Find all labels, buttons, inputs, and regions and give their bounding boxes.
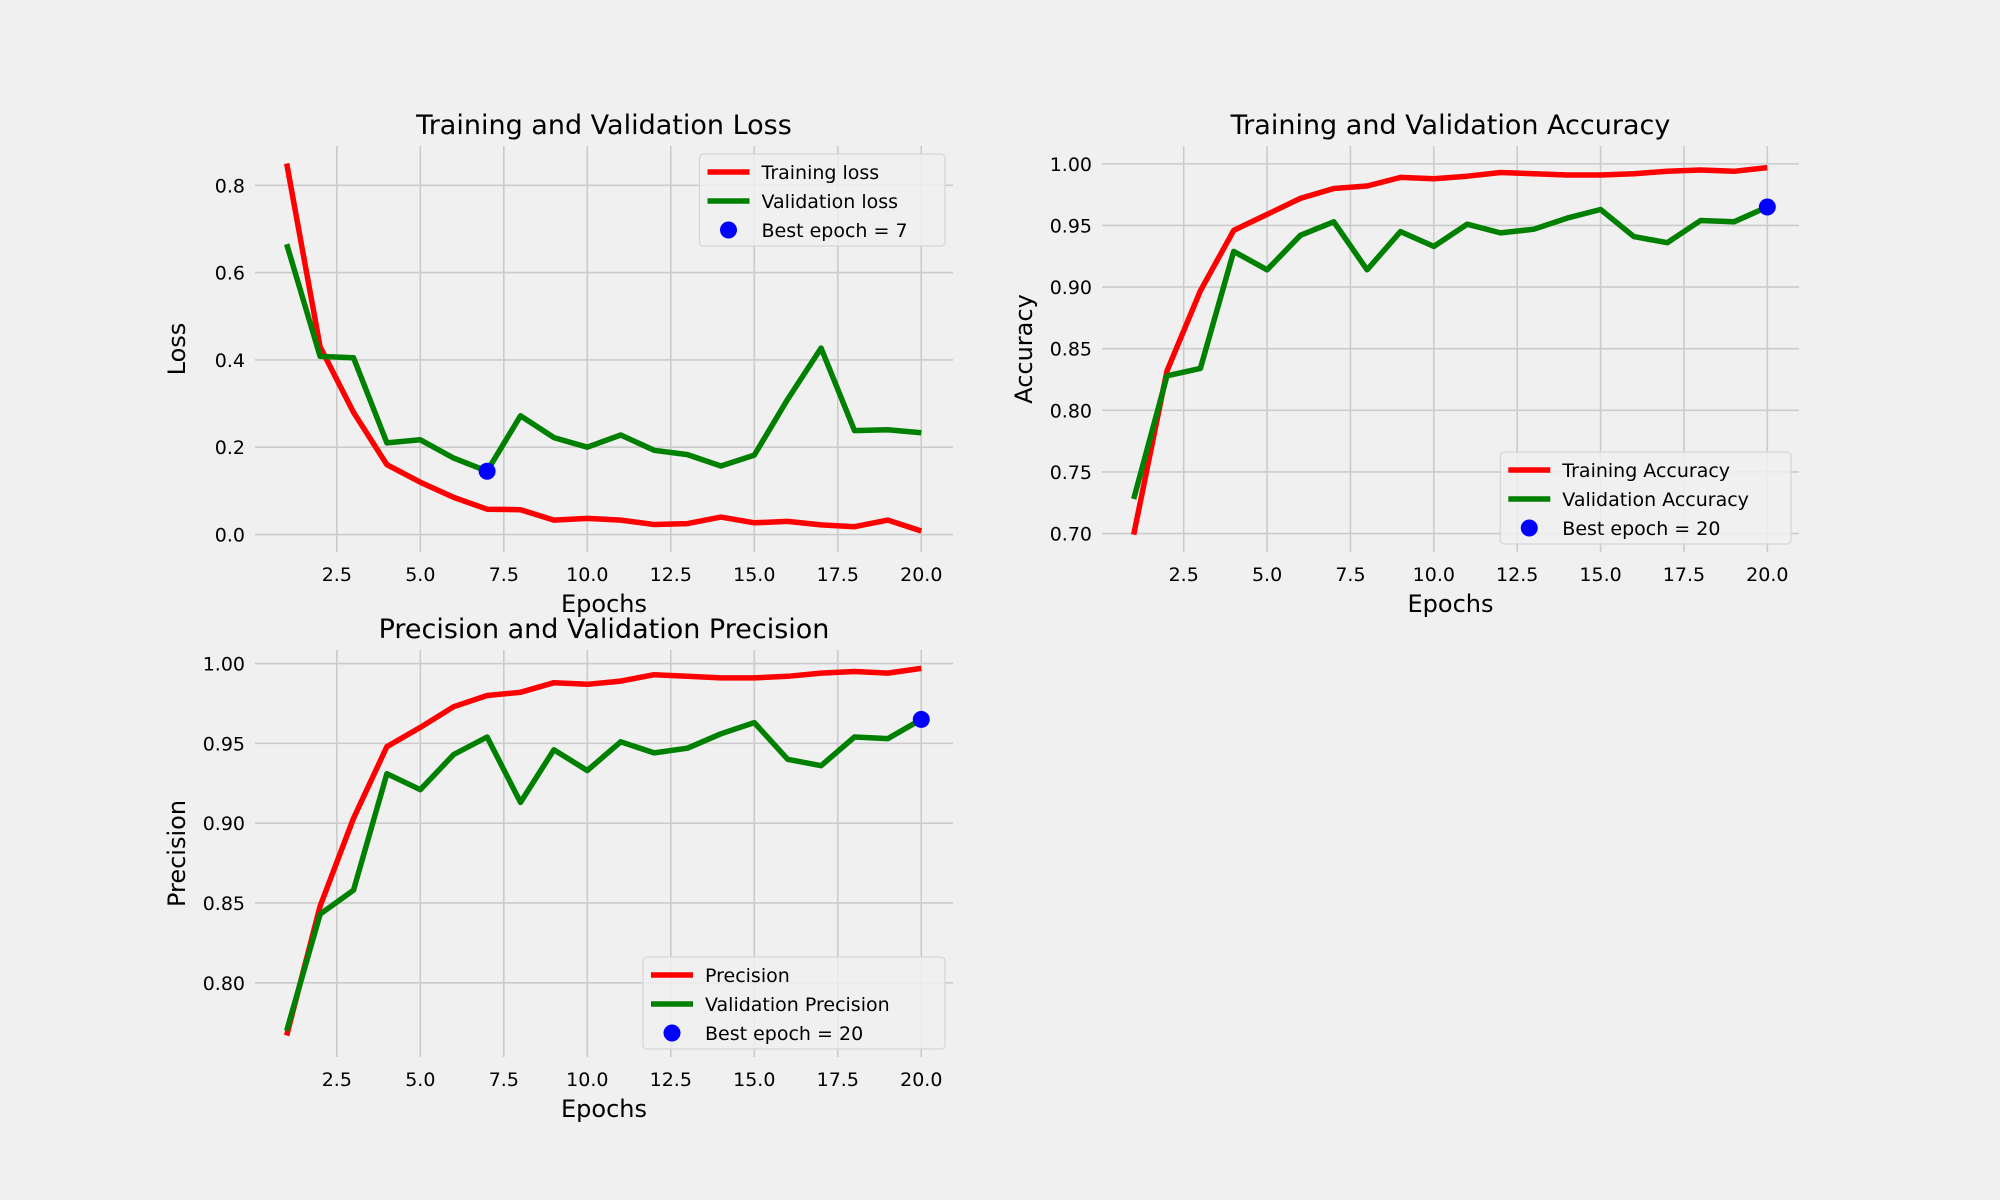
x-tick-label: 17.5 <box>817 564 859 586</box>
series-line-1 <box>1131 204 1769 500</box>
legend-label: Validation Precision <box>705 994 890 1016</box>
y-axis-label: Loss <box>163 323 191 376</box>
x-tick-label: 20.0 <box>900 1069 942 1091</box>
x-tick-label: 2.5 <box>322 1069 352 1091</box>
y-tick-label: 0.95 <box>1050 215 1092 237</box>
x-tick-label: 20.0 <box>900 564 942 586</box>
x-tick-label: 5.0 <box>1252 564 1282 586</box>
legend: Training loss Validation loss Best epoch =… <box>698 153 946 247</box>
y-tick-label: 0.8 <box>215 175 245 197</box>
x-tick-label: 20.0 <box>1746 564 1788 586</box>
best-epoch-point <box>1758 198 1776 216</box>
x-axis-label: Epochs <box>1408 590 1494 618</box>
legend: Precision Validation Precision Best epoch … <box>642 956 946 1050</box>
x-tick-label: 2.5 <box>322 564 352 586</box>
x-tick-label: 10.0 <box>566 564 608 586</box>
chart-title: Training and Validation Loss <box>415 110 792 141</box>
x-tick-label: 12.5 <box>650 564 692 586</box>
y-axis-label: Accuracy <box>1010 294 1038 404</box>
x-tick-label: 7.5 <box>489 564 519 586</box>
y-tick-label: 0.75 <box>1050 462 1092 484</box>
chart-title: Training and Validation Accuracy <box>1230 110 1671 141</box>
y-tick-label: 0.80 <box>203 973 245 995</box>
legend-frame <box>642 956 946 1050</box>
series-line-1 <box>284 243 922 474</box>
x-tick-label: 17.5 <box>817 1069 859 1091</box>
series-line-0 <box>1131 164 1768 536</box>
legend-label: Validation loss <box>762 191 899 213</box>
legend-label: Training loss <box>761 162 880 184</box>
x-tick-label: 12.5 <box>650 1069 692 1091</box>
legend-best-marker <box>720 221 737 239</box>
legend-label: Validation Accuracy <box>1562 489 1749 511</box>
x-tick-label: 5.0 <box>405 1069 435 1091</box>
y-tick-label: 0.2 <box>215 437 245 459</box>
x-tick-label: 15.0 <box>1579 564 1621 586</box>
x-tick-label: 12.5 <box>1496 564 1538 586</box>
x-tick-label: 10.0 <box>566 1069 608 1091</box>
precision-chart: 2.5 5.0 7.5 10.0 12.5 15.0 17.5 20.0 0.80 0.85 0.9… <box>163 614 953 1123</box>
x-axis-label: Epochs <box>561 1095 647 1123</box>
best-epoch-point <box>478 462 496 480</box>
y-tick-label: 0.85 <box>203 893 245 915</box>
x-tick-label: 15.0 <box>733 1069 775 1091</box>
series-line-0 <box>284 665 922 1037</box>
x-tick-label: 17.5 <box>1663 564 1705 586</box>
chart-title: Precision and Validation Precision <box>379 614 830 645</box>
legend-label: Best epoch = 20 <box>1562 518 1720 540</box>
series-line-1 <box>284 717 923 1032</box>
y-tick-label: 0.4 <box>215 350 245 372</box>
loss-chart: 2.5 5.0 7.5 10.0 12.5 15.0 17.5 20.0 0.0 0.2 0.4 0.… <box>163 110 953 618</box>
series-line-0 <box>283 163 923 534</box>
legend-best-marker <box>1520 519 1538 537</box>
y-axis-label: Precision <box>163 800 191 907</box>
y-tick-label: 0.95 <box>203 733 245 755</box>
legend: Training Accuracy Validation Accuracy Best… <box>1499 451 1792 545</box>
x-tick-label: 5.0 <box>405 564 435 586</box>
y-tick-label: 0.90 <box>1050 277 1092 299</box>
legend-frame <box>698 153 946 247</box>
x-tick-label: 10.0 <box>1413 564 1455 586</box>
x-tick-label: 15.0 <box>733 564 775 586</box>
y-tick-label: 0.0 <box>215 525 245 547</box>
y-tick-label: 0.70 <box>1050 524 1092 546</box>
legend-best-marker <box>663 1024 681 1042</box>
y-tick-label: 1.00 <box>1050 154 1092 176</box>
y-tick-label: 1.00 <box>203 654 245 676</box>
legend-label: Best epoch = 20 <box>705 1023 863 1045</box>
y-tick-label: 0.90 <box>203 813 245 835</box>
best-epoch-point <box>912 710 930 728</box>
x-tick-label: 7.5 <box>1335 564 1365 586</box>
x-tick-label: 2.5 <box>1169 564 1199 586</box>
y-tick-label: 0.6 <box>215 263 245 285</box>
legend-frame <box>1499 451 1792 545</box>
legend-label: Best epoch = 7 <box>762 220 908 242</box>
y-tick-label: 0.85 <box>1050 339 1092 361</box>
x-axis-label: Epochs <box>561 590 647 618</box>
legend-label: Training Accuracy <box>1561 460 1730 482</box>
accuracy-chart: 2.5 5.0 7.5 10.0 12.5 15.0 17.5 20.0 0.70 0.75 0.8… <box>1010 110 1799 618</box>
x-tick-label: 7.5 <box>489 1069 519 1091</box>
y-tick-label: 0.80 <box>1050 400 1092 422</box>
legend-label: Precision <box>705 965 790 987</box>
